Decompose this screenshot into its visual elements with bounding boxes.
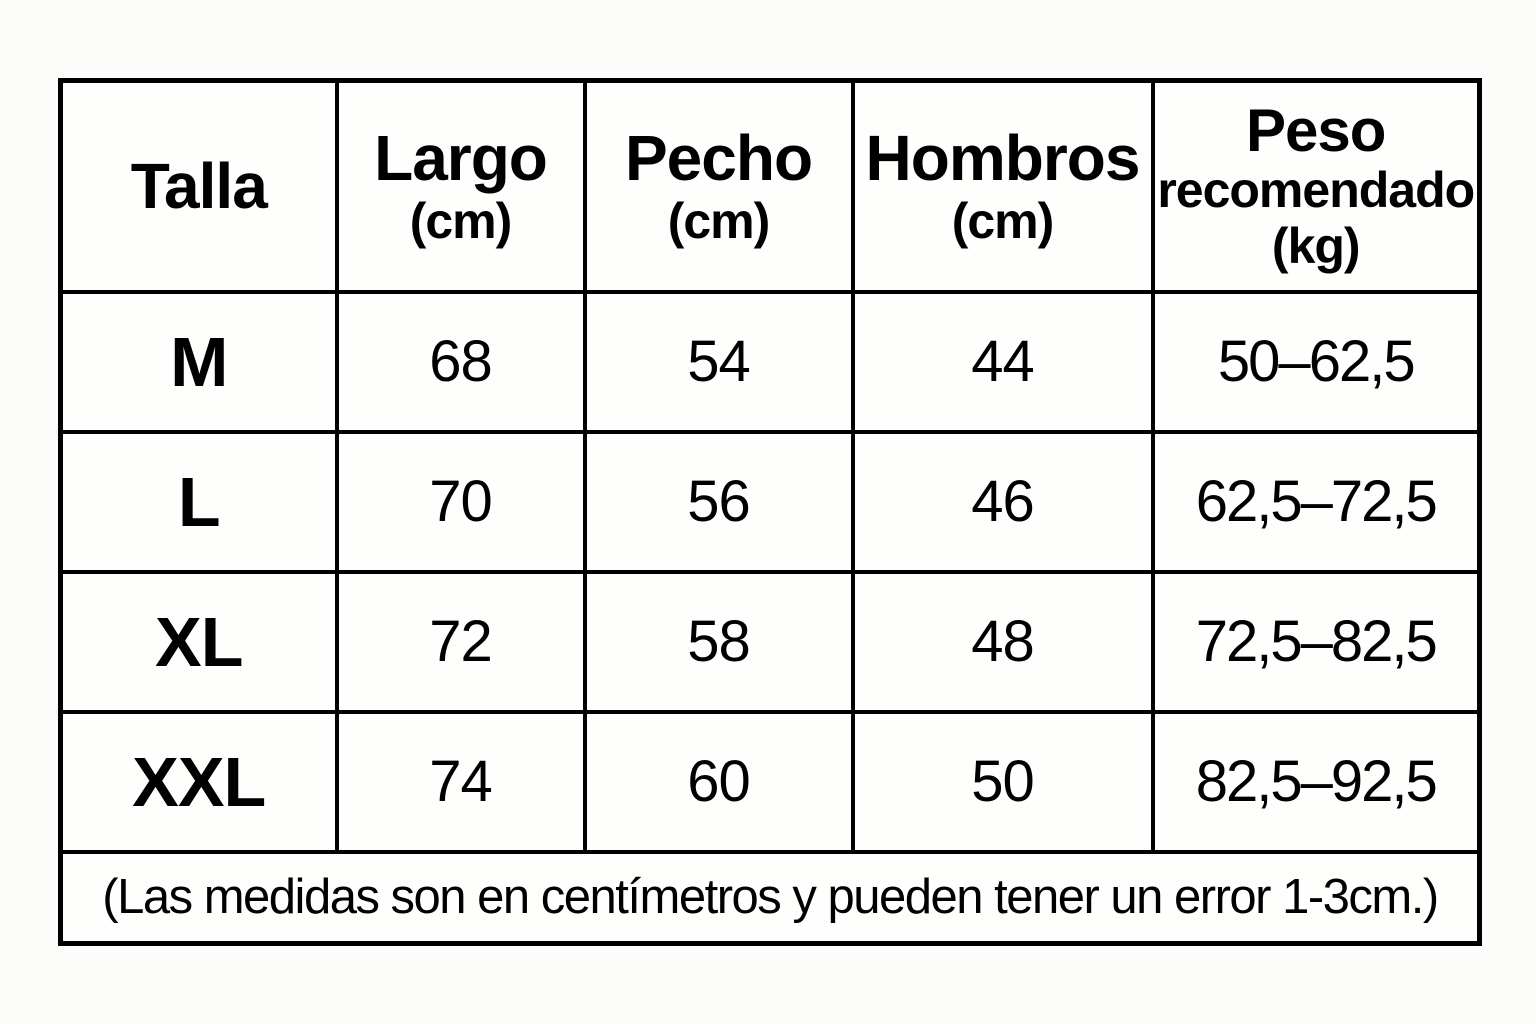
largo-value: 72: [429, 609, 493, 674]
hombros-value: 44: [971, 329, 1035, 394]
pecho-header-label: Pecho: [624, 122, 813, 195]
cell-hombros: 50: [850, 709, 1155, 854]
table-row-m: M 68 54 44 50–62,5: [58, 289, 1482, 434]
column-header-largo: Largo (cm): [334, 78, 587, 294]
hombros-value: 46: [971, 469, 1035, 534]
pecho-value: 54: [687, 329, 751, 394]
hombros-header-label: Hombros: [865, 122, 1141, 195]
cell-largo: 72: [334, 569, 587, 714]
cell-pecho: 58: [582, 569, 855, 714]
peso-value: 62,5–72,5: [1195, 469, 1438, 534]
size-label: XXL: [132, 742, 266, 821]
talla-header-label: Talla: [130, 150, 268, 223]
largo-header-label: Largo: [374, 122, 548, 195]
cell-hombros: 46: [850, 429, 1155, 574]
column-header-peso: Peso recomendado (kg): [1150, 78, 1482, 294]
cell-hombros: 48: [850, 569, 1155, 714]
size-label: L: [177, 462, 221, 541]
footnote-row: (Las medidas son en centímetros y pueden…: [58, 849, 1482, 946]
cell-talla: XXL: [58, 709, 339, 854]
hombros-value: 50: [971, 749, 1035, 814]
table-row-l: L 70 56 46 62,5–72,5: [58, 429, 1482, 574]
peso-value: 82,5–92,5: [1195, 749, 1438, 814]
table-row-xl: XL 72 58 48 72,5–82,5: [58, 569, 1482, 714]
table-row-xxl: XXL 74 60 50 82,5–92,5: [58, 709, 1482, 854]
largo-header-unit: (cm): [409, 193, 513, 250]
cell-largo: 68: [334, 289, 587, 434]
cell-talla: M: [58, 289, 339, 434]
peso-header-unit: (kg): [1271, 217, 1361, 274]
pecho-value: 58: [687, 609, 751, 674]
cell-peso: 82,5–92,5: [1150, 709, 1482, 854]
header-row: Talla Largo (cm) Pecho (cm) Hombros (cm)…: [58, 78, 1482, 294]
size-label: XL: [155, 602, 243, 681]
peso-value: 50–62,5: [1217, 329, 1416, 394]
cell-peso: 72,5–82,5: [1150, 569, 1482, 714]
cell-largo: 74: [334, 709, 587, 854]
column-header-pecho: Pecho (cm): [582, 78, 855, 294]
measurement-note: (Las medidas son en centímetros y pueden…: [102, 870, 1439, 925]
cell-pecho: 56: [582, 429, 855, 574]
pecho-value: 56: [687, 469, 751, 534]
hombros-header-unit: (cm): [951, 193, 1055, 250]
column-header-talla: Talla: [58, 78, 339, 294]
cell-largo: 70: [334, 429, 587, 574]
cell-talla: L: [58, 429, 339, 574]
peso-header-sublabel: recomendado: [1157, 161, 1475, 218]
size-label: M: [170, 322, 228, 401]
largo-value: 68: [429, 329, 493, 394]
column-header-hombros: Hombros (cm): [850, 78, 1155, 294]
cell-pecho: 54: [582, 289, 855, 434]
hombros-value: 48: [971, 609, 1035, 674]
cell-pecho: 60: [582, 709, 855, 854]
pecho-header-unit: (cm): [667, 193, 771, 250]
pecho-value: 60: [687, 749, 751, 814]
peso-header-label: Peso: [1246, 96, 1386, 164]
cell-hombros: 44: [850, 289, 1155, 434]
cell-peso: 50–62,5: [1150, 289, 1482, 434]
largo-value: 74: [429, 749, 493, 814]
cell-peso: 62,5–72,5: [1150, 429, 1482, 574]
cell-talla: XL: [58, 569, 339, 714]
largo-value: 70: [429, 469, 493, 534]
size-chart-table: Talla Largo (cm) Pecho (cm) Hombros (cm)…: [58, 78, 1482, 946]
measurement-note-cell: (Las medidas son en centímetros y pueden…: [58, 849, 1482, 946]
peso-value: 72,5–82,5: [1195, 609, 1438, 674]
